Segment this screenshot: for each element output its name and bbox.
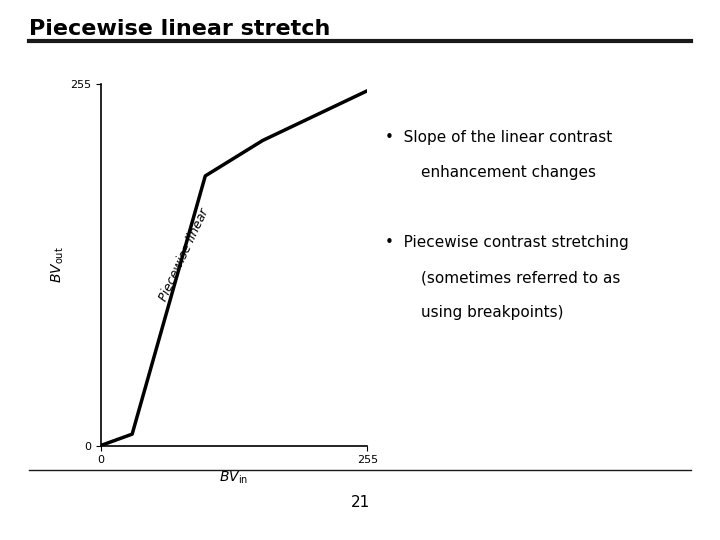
Y-axis label: $BV_{\mathrm{out}}$: $BV_{\mathrm{out}}$ xyxy=(50,246,66,283)
Text: Piecewise linear: Piecewise linear xyxy=(157,207,212,303)
Text: (sometimes referred to as: (sometimes referred to as xyxy=(421,270,621,285)
Text: •  Slope of the linear contrast: • Slope of the linear contrast xyxy=(385,130,613,145)
X-axis label: $BV_{\mathrm{in}}$: $BV_{\mathrm{in}}$ xyxy=(220,469,248,486)
Text: using breakpoints): using breakpoints) xyxy=(421,305,564,320)
Text: •  Piecewise contrast stretching: • Piecewise contrast stretching xyxy=(385,235,629,250)
Text: 21: 21 xyxy=(351,495,369,510)
Text: enhancement changes: enhancement changes xyxy=(421,165,596,180)
Text: Piecewise linear stretch: Piecewise linear stretch xyxy=(29,19,330,39)
